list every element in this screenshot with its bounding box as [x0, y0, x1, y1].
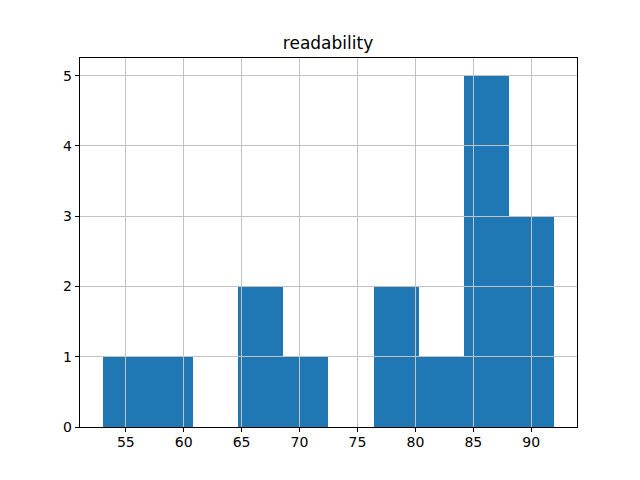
- y-tick-label: 3: [32, 208, 72, 224]
- chart-title: readability: [283, 33, 373, 53]
- y-tick-label: 5: [32, 68, 72, 84]
- x-tick-mark: [241, 428, 242, 432]
- x-tick-label: 70: [291, 434, 309, 450]
- x-tick-mark: [473, 428, 474, 432]
- x-tick-label: 60: [175, 434, 193, 450]
- plot-area: [79, 57, 578, 428]
- y-tick-mark: [75, 145, 79, 146]
- y-tick-mark: [75, 286, 79, 287]
- y-tick-label: 1: [32, 349, 72, 365]
- matplotlib-figure: readability 55 60 65 70 75 80 85 90 0 1 2 3 4 5: [0, 0, 640, 480]
- y-tick-mark: [75, 75, 79, 76]
- gridline-vertical: [125, 58, 126, 427]
- y-tick-mark: [75, 356, 79, 357]
- gridline-horizontal: [80, 75, 577, 76]
- gridline-horizontal: [80, 286, 577, 287]
- x-tick-label: 85: [464, 434, 482, 450]
- y-tick-label: 2: [32, 278, 72, 294]
- gridline-vertical: [473, 58, 474, 427]
- x-tick-mark: [531, 428, 532, 432]
- x-tick-label: 75: [349, 434, 367, 450]
- y-tick-mark: [75, 216, 79, 217]
- x-tick-mark: [125, 428, 126, 432]
- gridline-horizontal: [80, 216, 577, 217]
- x-tick-mark: [357, 428, 358, 432]
- x-tick-mark: [415, 428, 416, 432]
- x-tick-mark: [183, 428, 184, 432]
- grid-layer: [80, 58, 577, 427]
- gridline-vertical: [241, 58, 242, 427]
- gridline-horizontal: [80, 356, 577, 357]
- x-tick-mark: [299, 428, 300, 432]
- gridline-vertical: [183, 58, 184, 427]
- y-tick-mark: [75, 427, 79, 428]
- x-tick-label: 80: [406, 434, 424, 450]
- gridline-vertical: [415, 58, 416, 427]
- x-tick-label: 90: [522, 434, 540, 450]
- x-tick-label: 55: [117, 434, 135, 450]
- gridline-vertical: [299, 58, 300, 427]
- gridline-horizontal: [80, 145, 577, 146]
- gridline-vertical: [531, 58, 532, 427]
- y-tick-label: 4: [32, 138, 72, 154]
- y-tick-label: 0: [32, 419, 72, 435]
- gridline-vertical: [357, 58, 358, 427]
- x-tick-label: 65: [233, 434, 251, 450]
